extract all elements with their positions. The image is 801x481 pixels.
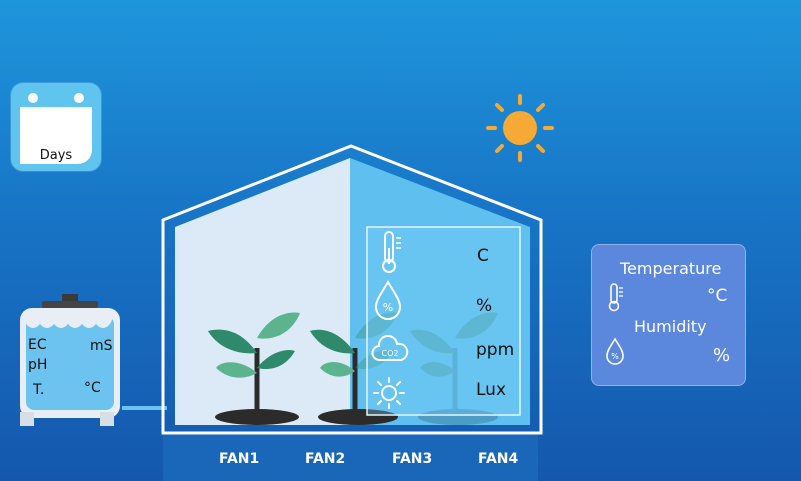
nutrient-pipe — [122, 406, 167, 410]
greenhouse-graphic — [161, 144, 543, 435]
greenhouse-co2-unit: ppm — [476, 340, 515, 360]
tank-ec-unit: mS — [90, 338, 113, 354]
calendar-label: Days — [39, 148, 73, 163]
greenhouse-humidity-unit: % — [476, 296, 493, 316]
fan3-button[interactable]: FAN3 — [392, 451, 433, 467]
panel-temperature-unit: °C — [707, 286, 728, 306]
svg-text:%: % — [611, 352, 619, 361]
fan2-button[interactable]: FAN2 — [305, 451, 346, 467]
co2-cloud-icon: CO2 — [371, 335, 409, 361]
sun-icon — [486, 94, 554, 162]
tank-graphic — [20, 294, 120, 426]
calendar-ring-icon — [74, 93, 84, 103]
tank-ph-label: pH — [28, 357, 48, 373]
humidity-drop-icon: % — [374, 280, 402, 320]
panel-thermometer-icon — [608, 283, 623, 312]
svg-text:CO2: CO2 — [382, 349, 399, 358]
thermometer-icon — [382, 231, 401, 273]
greenhouse-temperature-unit: C — [477, 246, 489, 266]
tank-temp-label: T. — [33, 382, 45, 398]
panel-humidity-label: Humidity — [634, 317, 707, 336]
fan4-button[interactable]: FAN4 — [478, 451, 519, 467]
fan-control-bar: FAN1 FAN2 FAN3 FAN4 — [163, 435, 538, 481]
light-sun-icon — [373, 377, 405, 409]
calendar-page — [20, 107, 92, 164]
climate-panel[interactable]: Temperature °C Humidity % % — [591, 244, 746, 386]
calendar-ring-icon — [28, 93, 38, 103]
tank-ec-label: EC — [28, 337, 47, 353]
nutrient-tank[interactable]: EC mS pH T. °C — [14, 294, 124, 428]
tank-temp-unit: °C — [84, 380, 101, 396]
svg-text:%: % — [383, 301, 393, 314]
panel-humidity-drop-icon: % — [606, 337, 624, 365]
calendar-days-widget[interactable]: Days — [11, 83, 101, 171]
greenhouse-light-unit: Lux — [476, 380, 507, 400]
panel-humidity-unit: % — [713, 345, 731, 366]
panel-temperature-label: Temperature — [620, 259, 722, 278]
fan1-button[interactable]: FAN1 — [219, 451, 260, 467]
